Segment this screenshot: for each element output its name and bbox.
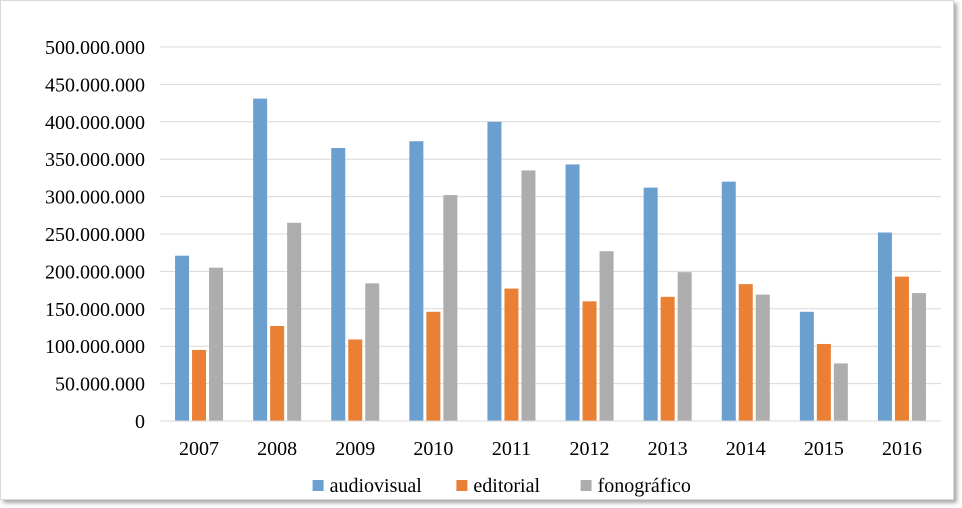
- bar-audiovisual: [409, 141, 424, 422]
- bar-fonogrfico: [287, 222, 302, 421]
- bar-editorial: [270, 326, 285, 421]
- bar-audiovisual: [565, 164, 580, 421]
- bar-fonogrfico: [599, 251, 614, 421]
- y-tick-label: 0: [135, 411, 145, 433]
- bar-fonogrfico: [911, 293, 926, 421]
- x-tick-label: 2013: [648, 438, 688, 460]
- chart-frame: [0, 0, 954, 500]
- bar-audiovisual: [799, 311, 814, 421]
- bar-editorial: [348, 339, 363, 421]
- bar-fonogrfico: [833, 363, 848, 421]
- legend-swatch: [580, 480, 592, 491]
- bar-audiovisual: [175, 255, 190, 421]
- bar-audiovisual: [721, 181, 736, 421]
- y-tick-label: 350.000.000: [45, 149, 145, 171]
- x-tick-label: 2009: [335, 438, 375, 460]
- bar-audiovisual: [331, 147, 346, 422]
- x-tick-label: 2007: [179, 438, 219, 460]
- x-tick-label: 2008: [257, 438, 297, 460]
- y-tick-label: 400.000.000: [45, 112, 145, 134]
- bar-fonogrfico: [209, 267, 224, 421]
- bar-editorial: [426, 311, 441, 421]
- bar-fonogrfico: [443, 195, 458, 421]
- bar-fonogrfico: [677, 272, 692, 421]
- bar-editorial: [192, 349, 207, 421]
- bar-fonogrfico: [521, 170, 536, 421]
- bar-fonogrfico: [365, 283, 380, 421]
- y-tick-label: 250.000.000: [45, 224, 145, 246]
- bar-editorial: [738, 284, 753, 421]
- x-tick-label: 2011: [492, 438, 531, 460]
- y-tick-label: 50.000.000: [55, 374, 145, 396]
- legend-label: editorial: [473, 475, 540, 497]
- x-tick-label: 2010: [413, 438, 453, 460]
- x-tick-label: 2016: [882, 438, 922, 460]
- bar-audiovisual: [253, 98, 268, 421]
- y-tick-label: 500.000.000: [45, 37, 145, 59]
- bar-editorial: [504, 288, 519, 421]
- bar-editorial: [894, 276, 909, 421]
- legend-swatch: [456, 480, 468, 491]
- x-tick-label: 2014: [726, 438, 766, 460]
- y-tick-label: 150.000.000: [45, 299, 145, 321]
- y-tick-label: 200.000.000: [45, 261, 145, 283]
- x-tick-label: 2015: [804, 438, 844, 460]
- bar-audiovisual: [487, 121, 502, 422]
- bar-editorial: [582, 301, 597, 421]
- legend-label: fonográfico: [598, 475, 691, 497]
- y-tick-label: 100.000.000: [45, 336, 145, 358]
- legend-label: audiovisual: [330, 475, 423, 497]
- y-tick-label: 300.000.000: [45, 187, 145, 209]
- bar-editorial: [816, 343, 831, 421]
- legend-swatch: [312, 480, 324, 491]
- bar-audiovisual: [643, 187, 658, 421]
- x-tick-label: 2012: [570, 438, 610, 460]
- bar-fonogrfico: [755, 294, 770, 421]
- bar-audiovisual: [877, 232, 892, 421]
- bar-editorial: [660, 296, 675, 421]
- y-tick-label: 450.000.000: [45, 74, 145, 96]
